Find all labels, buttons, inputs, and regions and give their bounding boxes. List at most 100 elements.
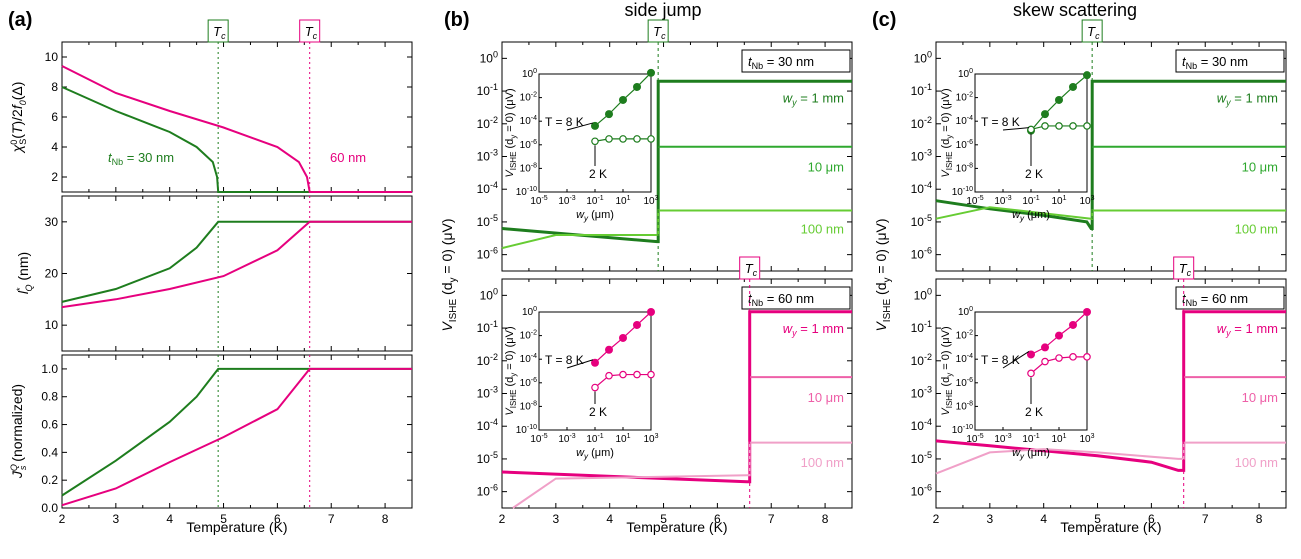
thickness-label: tNb = 30 nm	[1182, 54, 1248, 71]
inset-point-2K	[633, 370, 641, 379]
inset-x-tick-label: 103	[643, 195, 658, 207]
x-tick-label: 4	[1040, 512, 1047, 526]
panel-title-b: side jump	[624, 0, 701, 20]
inset-pointer	[566, 122, 594, 131]
y-tick-label: 10-2	[477, 352, 498, 368]
inset-frame	[538, 73, 652, 193]
inset-point-2K	[1069, 122, 1077, 130]
x-tick-label: 6	[1148, 512, 1155, 526]
wy-label: 10 μm	[808, 159, 844, 174]
inset-point-2K	[647, 370, 655, 379]
y-tick-label: 10-6	[911, 483, 932, 499]
y-tick-label: 10-5	[911, 450, 932, 466]
inset-x-tick-label: 103	[1079, 195, 1094, 207]
y-tick-label: 20	[45, 267, 59, 281]
tc-marker-box	[647, 19, 669, 43]
wy-label: wy = 1 mm	[783, 321, 844, 338]
inset-pointer	[1002, 127, 1030, 131]
y-tick-label: 10-4	[477, 180, 498, 196]
inset-point-2K	[1041, 357, 1049, 366]
tc-marker-pink-box	[299, 19, 321, 43]
y-tick-label: 10-2	[911, 115, 932, 131]
y-tick-label: 10-6	[477, 483, 498, 499]
y-tick-label: 10-3	[911, 385, 932, 401]
y-tick-label: 0.4	[41, 445, 58, 459]
inset-point-8K	[619, 95, 627, 104]
series-line-green	[61, 220, 412, 303]
annotation-30nm: tNb = 30 nm	[108, 150, 174, 167]
inset-y-tick-label: 100	[522, 306, 537, 318]
y-axis-label-chi: χ0S(T)/2f0(Δ)	[9, 82, 28, 155]
series-line-green_light	[501, 209, 852, 250]
panel-label-b: (b)	[444, 9, 470, 31]
panel-a: (a) 2 4 6 8 10 10 20 30 2 3 4 5 6 7 8 0.0 0.2 0.4 0.6 0.8 1.0…	[8, 9, 413, 535]
inset-y-label: VISHE (dy = 0) (μV)	[504, 88, 518, 177]
series-line-pink_light	[935, 441, 1286, 475]
inset-y-label: VISHE (dy = 0) (μV)	[940, 88, 954, 177]
inset-y-tick-label: 10-2	[956, 330, 973, 342]
inset-x-tick-label: 10-1	[1022, 433, 1039, 445]
inset-x-tick-label: 10-3	[994, 433, 1011, 445]
inset-point-8K	[1083, 308, 1091, 316]
inset-y-tick-label: 10-8	[956, 162, 973, 174]
tc-marker-label: Tc	[1087, 24, 1100, 41]
y-tick-label: 10	[45, 318, 59, 332]
inset-point-8K	[1041, 110, 1049, 119]
inset-label-8K: T = 8 K	[545, 353, 584, 367]
thickness-label: tNb = 30 nm	[748, 54, 814, 71]
inset-point-2K	[1083, 122, 1091, 130]
y-tick-label: 0.0	[41, 501, 58, 515]
wy-label: 100 nm	[801, 455, 844, 470]
x-axis-label: Temperature (K)	[1060, 519, 1161, 535]
inset-y-tick-label: 10-6	[956, 139, 973, 151]
x-tick-label: 5	[1094, 512, 1101, 526]
y-tick-label: 10	[45, 50, 59, 64]
series-line-pink	[61, 367, 412, 507]
inset-point-8K	[1055, 95, 1063, 104]
x-tick-label: 2	[59, 512, 66, 526]
inset-x-tick-label: 103	[1079, 433, 1094, 445]
inset-x-label: wy (μm)	[576, 209, 614, 223]
inset-point-2K	[1041, 122, 1049, 130]
inset-y-tick-label: 100	[958, 68, 973, 80]
y-tick-label: 10-6	[477, 246, 498, 262]
y-tick-label: 100	[914, 49, 932, 65]
series-line-pink_dark	[501, 310, 852, 484]
y-tick-label: 10-1	[911, 319, 932, 335]
inset-point-8K	[647, 308, 655, 316]
tc-marker-green-box	[207, 19, 229, 43]
series-line-green	[61, 86, 412, 193]
inset-y-label: VISHE (dy = 0) (μV)	[940, 326, 954, 415]
inset-point-2K	[605, 371, 613, 380]
inset-y-tick-label: 100	[958, 306, 973, 318]
inset-point-8K	[591, 358, 599, 367]
inset-point-8K	[591, 121, 599, 130]
y-tick-label: 10-5	[911, 213, 932, 229]
panel-label-a: (a)	[8, 9, 32, 31]
inset-point-2K	[1069, 353, 1077, 361]
y-tick-label: 10-2	[477, 115, 498, 131]
panel-b: (b) side jump 10-6 10-5 10-4 10-3 10-2 10-1 100 t…	[439, 0, 853, 535]
y-tick-label: 10-4	[477, 417, 498, 433]
inset-x-tick-label: 10-1	[586, 195, 603, 207]
inset-point-2K	[633, 135, 641, 143]
inset-x-tick-label: 10-3	[558, 433, 575, 445]
y-tick-label: 10-5	[477, 213, 498, 229]
panel-title-c: skew scattering	[1013, 0, 1137, 20]
inset-x-tick-label: 101	[1051, 433, 1066, 445]
inset-x-tick-label: 10-1	[1022, 195, 1039, 207]
x-tick-label: 2	[499, 512, 506, 526]
y-tick-label: 4	[51, 140, 58, 154]
inset-y-tick-label: 10-2	[520, 92, 537, 104]
inset-point-2K	[1027, 125, 1035, 134]
inset-y-tick-label: 10-4	[520, 115, 537, 127]
inset-label-2K: 2 K	[1025, 405, 1043, 419]
inset-point-2K	[1055, 354, 1063, 362]
annotation-60nm: 60 nm	[330, 150, 366, 165]
y-tick-label: 10-1	[477, 319, 498, 335]
thickness-label: tNb = 60 nm	[748, 291, 814, 308]
inset-point-8K	[1069, 82, 1077, 91]
tc-marker-label: Tc	[745, 261, 758, 278]
inset-y-tick-label: 10-10	[952, 424, 973, 436]
wy-label: wy = 1 mm	[1217, 91, 1278, 108]
